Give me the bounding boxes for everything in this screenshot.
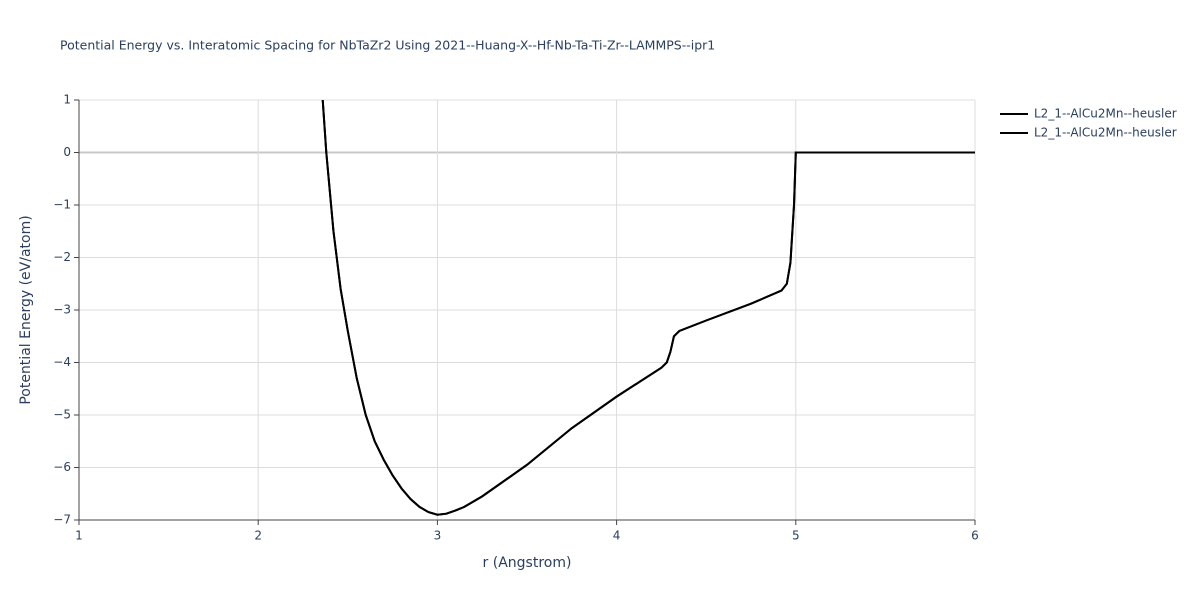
y-tick-label: −2: [53, 250, 71, 264]
y-tick-label: 1: [63, 93, 71, 107]
axes: 1 0 −1 −2 −3 −4 −5 −6 −7 1 2 3 4 5 6: [53, 93, 979, 543]
y-tick-label: −1: [53, 198, 71, 212]
y-tick-label: −7: [53, 513, 71, 527]
y-tick-label: 0: [63, 145, 71, 159]
y-tick-label: −6: [53, 460, 71, 474]
legend-label: L2_1--AlCu2Mn--heusler: [1034, 107, 1177, 121]
grid: [78, 99, 976, 521]
x-tick-label: 6: [971, 529, 979, 543]
chart-title: Potential Energy vs. Interatomic Spacing…: [60, 38, 715, 53]
y-tick-label: −3: [53, 303, 71, 317]
y-axis-title: Potential Energy (eV/atom): [18, 215, 34, 404]
legend-label: L2_1--AlCu2Mn--heusler: [1034, 126, 1177, 140]
y-tick-label: −4: [53, 355, 71, 369]
x-tick-label: 1: [75, 529, 83, 543]
plot-area: [321, 100, 975, 516]
x-tick-label: 2: [254, 529, 262, 543]
series-line: [321, 100, 975, 516]
series-line: [321, 100, 975, 516]
x-axis-title: r (Angstrom): [483, 555, 572, 571]
x-tick-label: 5: [792, 529, 800, 543]
y-tick-label: −5: [53, 408, 71, 422]
legend: L2_1--AlCu2Mn--heusler L2_1--AlCu2Mn--heu…: [1000, 107, 1177, 140]
x-tick-label: 3: [434, 529, 442, 543]
x-tick-label: 4: [613, 529, 621, 543]
